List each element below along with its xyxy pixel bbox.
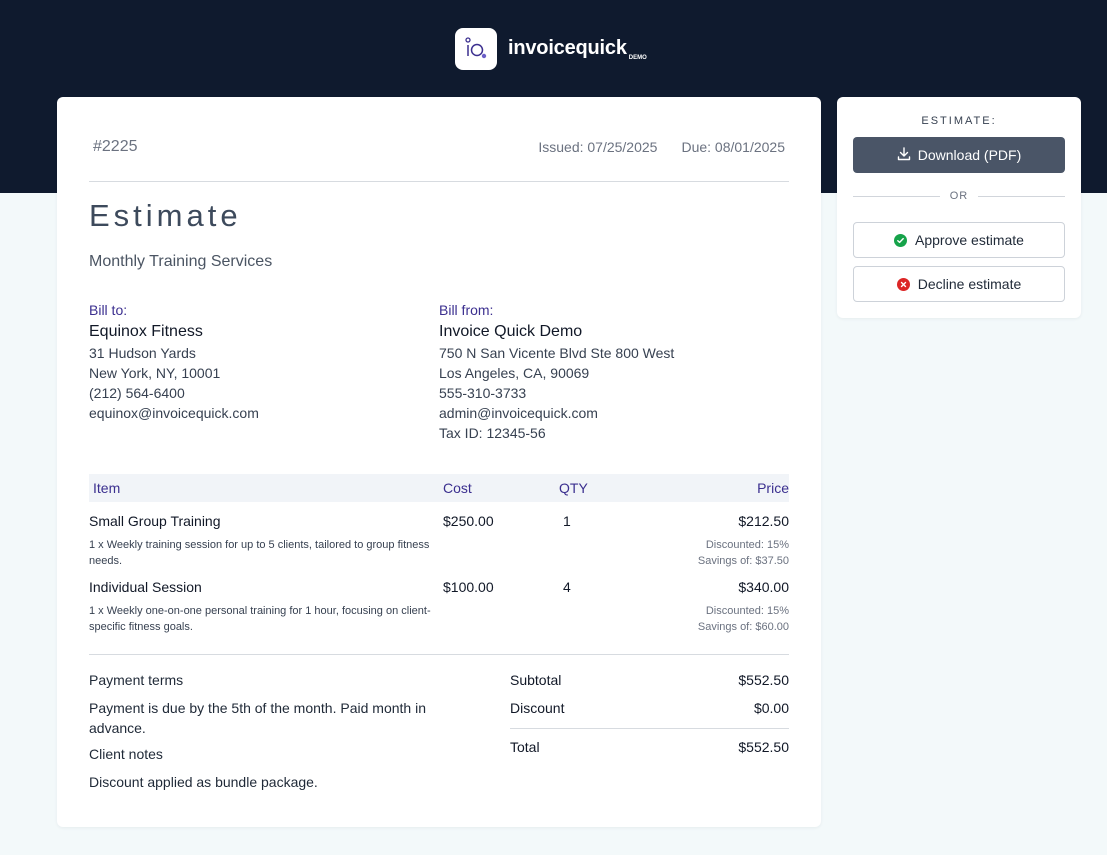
discount-value: $0.00: [753, 700, 789, 716]
subtotal-value: $552.50: [738, 672, 789, 688]
bill-from-address: 750 N San Vicente Blvd Ste 800 West: [439, 345, 675, 361]
divider: [89, 181, 789, 182]
payment-terms-heading: Payment terms: [89, 672, 184, 688]
actions-title: ESTIMATE:: [921, 115, 997, 127]
col-cost: Cost: [443, 480, 472, 496]
bill-from-phone: 555-310-3733: [439, 385, 527, 401]
estimate-actions-panel: ESTIMATE: Download (PDF) OR Approve esti…: [837, 97, 1081, 318]
brand-tag: DEMO: [628, 55, 647, 61]
row-discount: Discounted: 15%: [705, 605, 789, 617]
brand-logo-icon: [455, 28, 497, 70]
brand-name: invoicequick: [508, 37, 627, 59]
notes-section: Payment terms Payment is due by the 5th …: [89, 672, 449, 800]
row-price: $340.00: [738, 579, 789, 595]
row-item: Individual Session: [89, 579, 202, 595]
bill-from: Bill from: Invoice Quick Demo 750 N San …: [439, 300, 674, 443]
row-cost: $250.00: [443, 513, 494, 529]
decline-estimate-button[interactable]: Decline estimate: [853, 266, 1065, 302]
table-row: Individual Session $100.00 4 $340.00 1 x…: [89, 577, 789, 635]
estimate-number: #2225: [93, 138, 138, 155]
bill-from-name: Invoice Quick Demo: [439, 323, 583, 340]
row-item: Small Group Training: [89, 513, 221, 529]
check-circle-icon: [894, 233, 908, 247]
row-discount: Discounted: 15%: [705, 539, 789, 551]
approve-label: Approve estimate: [915, 232, 1024, 248]
brand: invoicequick DEMO: [455, 28, 647, 70]
col-qty: QTY: [559, 480, 588, 496]
table-row: Small Group Training $250.00 1 $212.50 1…: [89, 511, 789, 569]
bill-from-city: Los Angeles, CA, 90069: [439, 365, 590, 381]
bill-to-label: Bill to:: [89, 302, 128, 318]
estimate-card: #2225 Issued: 07/25/2025 Due: 08/01/2025…: [57, 97, 821, 827]
issued-date: Issued: 07/25/2025: [538, 139, 658, 155]
bill-to-address: 31 Hudson Yards: [89, 345, 196, 361]
bill-from-label: Bill from:: [439, 302, 494, 318]
row-description: 1 x Weekly training session for up to 5 …: [89, 539, 430, 567]
due-date: Due: 08/01/2025: [681, 139, 785, 155]
or-separator: OR: [853, 190, 1065, 202]
bill-to: Bill to: Equinox Fitness 31 Hudson Yards…: [89, 300, 259, 423]
estimate-meta: #2225 Issued: 07/25/2025 Due: 08/01/2025: [93, 138, 785, 156]
bill-to-email: equinox@invoicequick.com: [89, 405, 259, 421]
divider: [510, 728, 789, 729]
bill-from-tax-id: Tax ID: 12345-56: [439, 425, 546, 441]
row-savings: Savings of: $37.50: [697, 555, 789, 567]
line-items-table: Item Cost QTY Price Small Group Training…: [89, 474, 789, 635]
totals-section: Subtotal $552.50 Discount $0.00 Total $5…: [510, 672, 789, 767]
bill-from-email: admin@invoicequick.com: [439, 405, 598, 421]
row-qty: 1: [563, 513, 571, 529]
bill-to-city: New York, NY, 10001: [89, 365, 221, 381]
divider: [89, 654, 789, 655]
download-icon: [897, 146, 911, 164]
row-cost: $100.00: [443, 579, 494, 595]
client-notes-text: Discount applied as bundle package.: [89, 774, 318, 790]
download-pdf-button[interactable]: Download (PDF): [853, 137, 1065, 173]
bill-to-phone: (212) 564-6400: [89, 385, 185, 401]
row-description: 1 x Weekly one-on-one personal training …: [89, 605, 431, 633]
approve-estimate-button[interactable]: Approve estimate: [853, 222, 1065, 258]
subtotal-label: Subtotal: [510, 672, 562, 688]
page-title: Estimate: [89, 198, 242, 233]
decline-label: Decline estimate: [917, 276, 1022, 292]
payment-terms-text: Payment is due by the 5th of the month. …: [89, 700, 426, 736]
col-price: Price: [757, 480, 789, 496]
total-label: Total: [510, 739, 540, 755]
client-notes-heading: Client notes: [89, 746, 163, 762]
row-savings: Savings of: $60.00: [697, 621, 789, 633]
total-value: $552.50: [738, 739, 789, 755]
estimate-subtitle: Monthly Training Services: [89, 253, 273, 270]
bill-to-name: Equinox Fitness: [89, 323, 203, 340]
col-item: Item: [93, 480, 121, 496]
or-label: OR: [949, 190, 969, 202]
table-header: Item Cost QTY Price: [89, 474, 789, 502]
row-qty: 4: [563, 579, 571, 595]
download-label: Download (PDF): [917, 147, 1022, 163]
row-price: $212.50: [738, 513, 789, 529]
x-circle-icon: [896, 277, 910, 291]
discount-label: Discount: [510, 700, 565, 716]
